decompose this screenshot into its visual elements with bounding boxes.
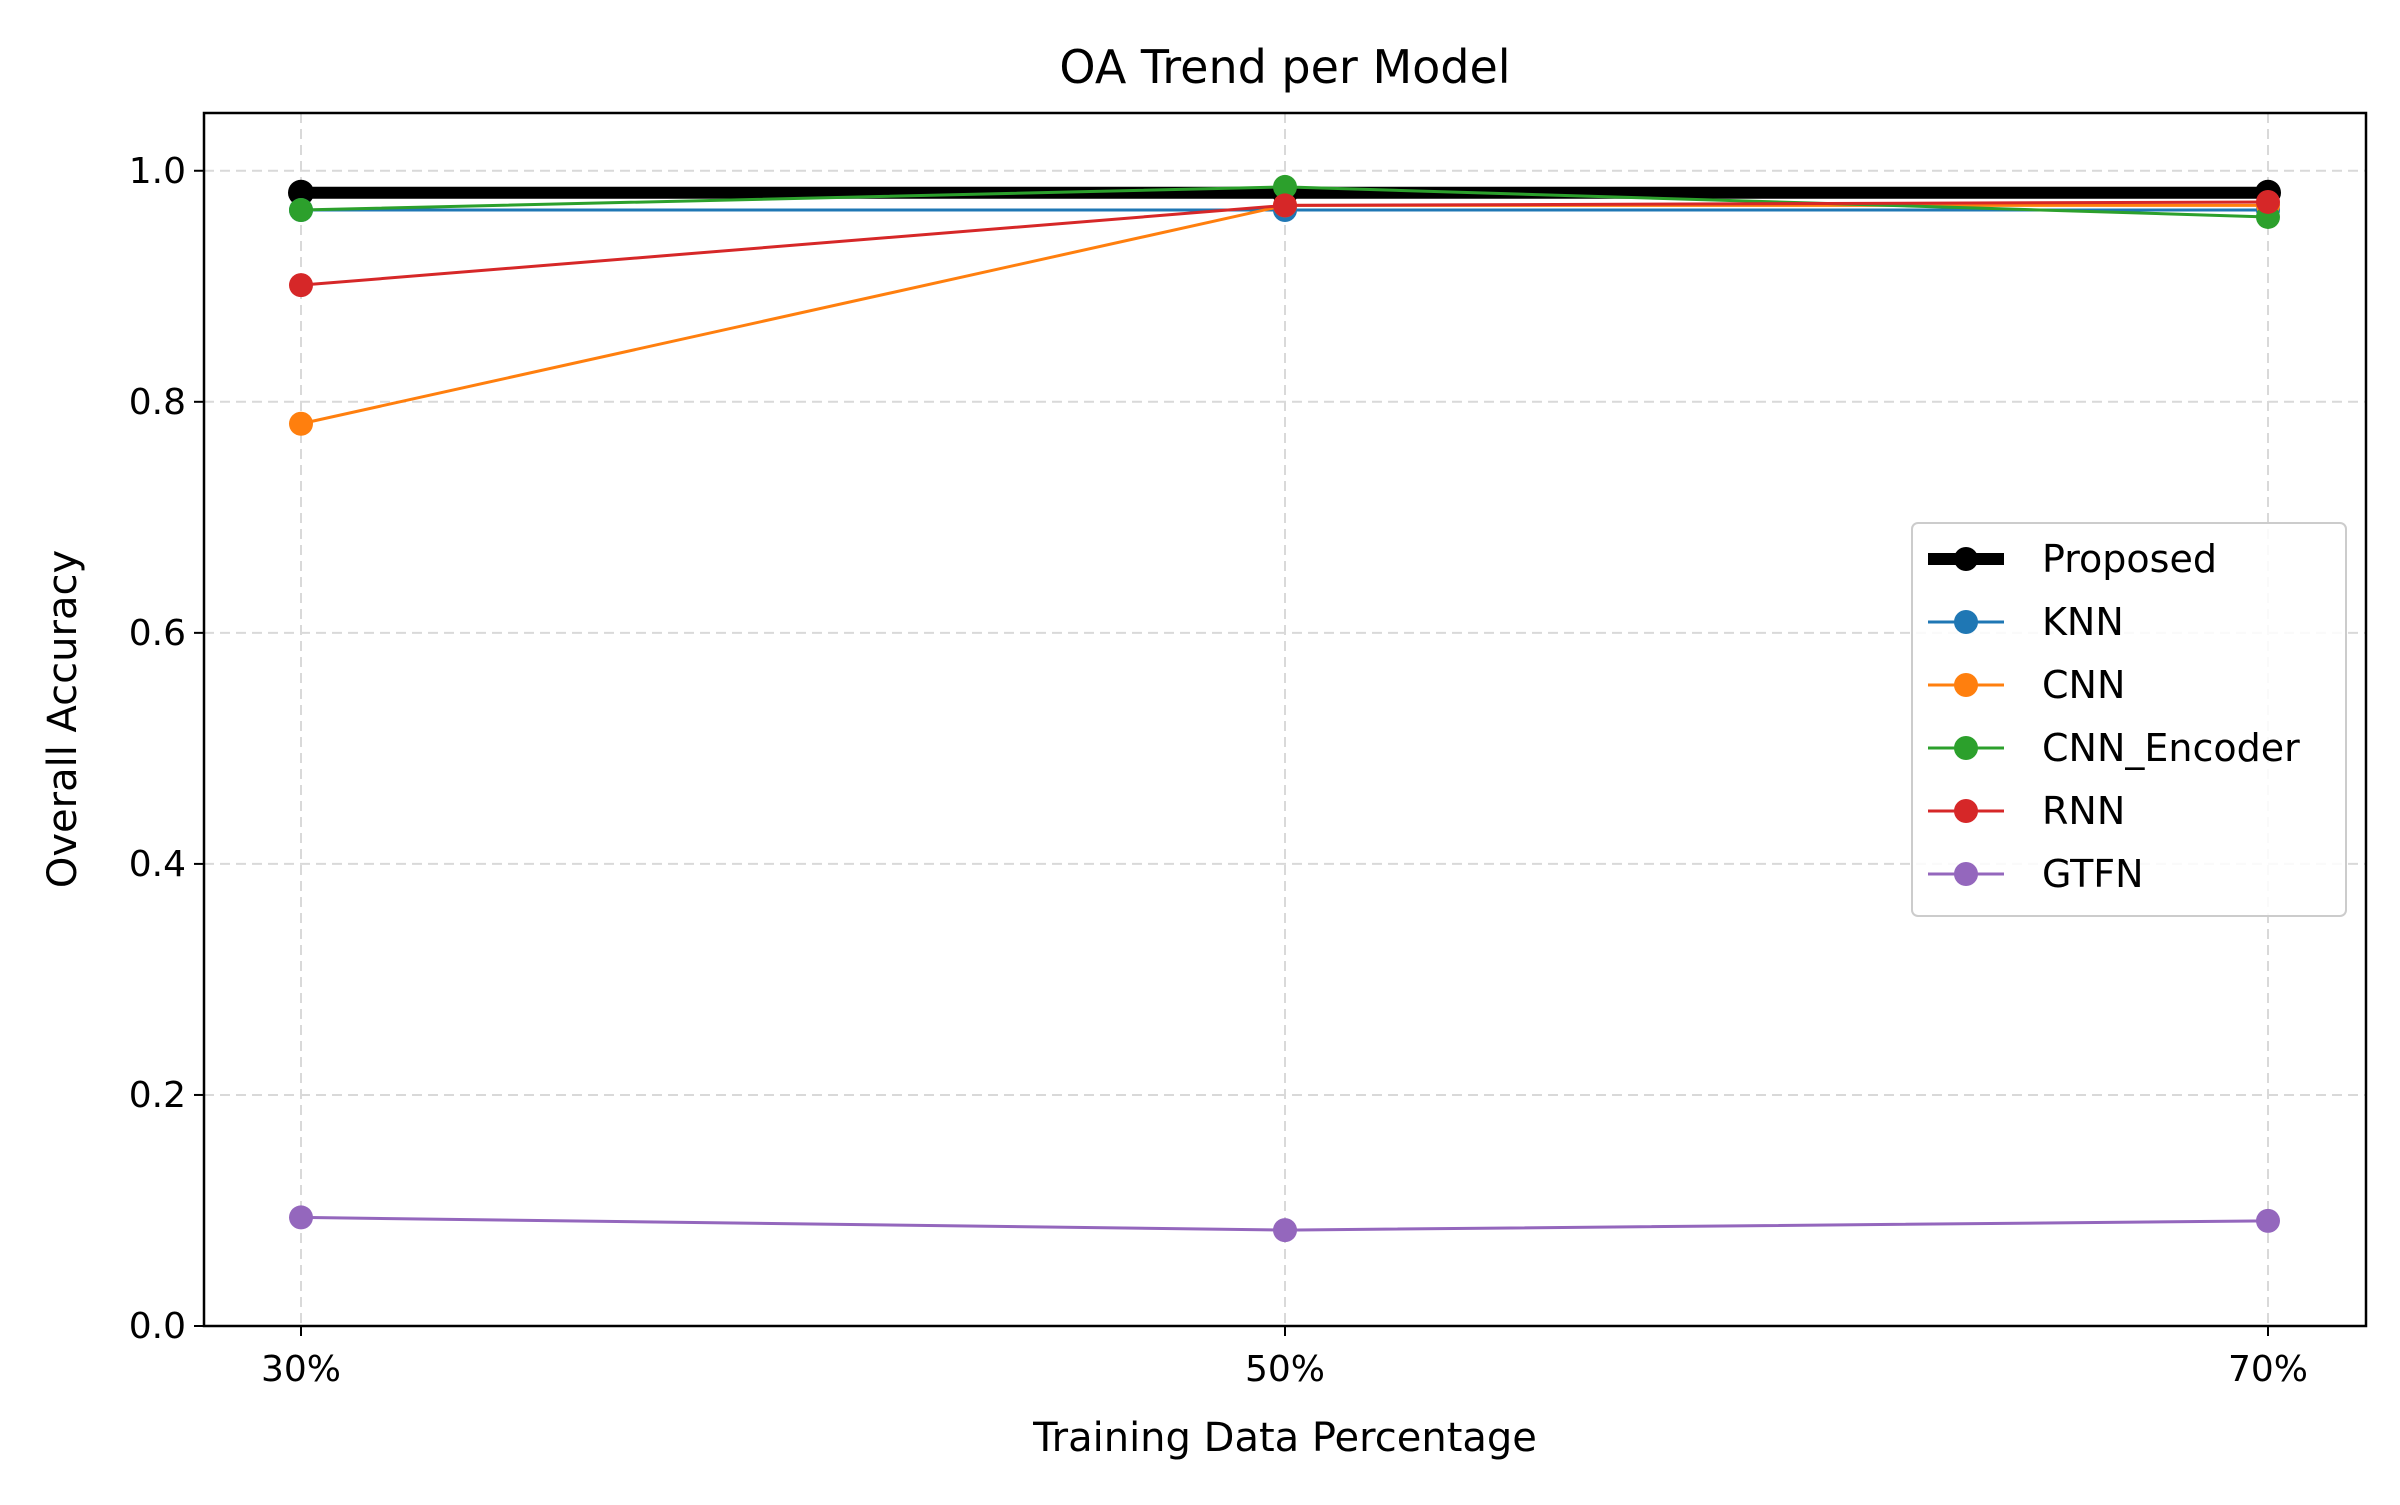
y-axis-label: Overall Accuracy: [40, 550, 86, 888]
legend: Proposed KNN CNN CNN_Encoder RNN GTFN: [1911, 522, 2347, 917]
x-tick-label: 50%: [1245, 1349, 1325, 1390]
series-layer: [288, 174, 2281, 1243]
legend-entry: KNN: [1928, 600, 2124, 644]
series-cnn_encoder: [289, 174, 2280, 229]
series-rnn: [289, 189, 2280, 298]
data-point: [1273, 193, 1297, 218]
legend-entry: GTFN: [1928, 852, 2144, 896]
legend-swatch-marker: [1954, 673, 1978, 697]
x-tick-label: 70%: [2228, 1349, 2308, 1390]
y-tick-label: 0.6: [129, 613, 186, 654]
y-tick-label: 1.0: [129, 151, 186, 192]
data-point: [289, 198, 313, 223]
data-point: [289, 273, 313, 298]
y-tick-label: 0.4: [129, 844, 186, 885]
legend-entry: CNN: [1928, 663, 2125, 707]
data-point: [1273, 1218, 1297, 1243]
data-point: [2256, 189, 2280, 214]
legend-box: [1911, 522, 2347, 917]
legend-swatch-marker: [1954, 610, 1978, 634]
legend-label: GTFN: [2042, 852, 2144, 896]
legend-entry: Proposed: [1928, 537, 2217, 581]
legend-label: CNN_Encoder: [2042, 726, 2300, 770]
legend-label: RNN: [2042, 789, 2125, 833]
axis-ticks: 30% 50% 70% 0.0 0.2 0.4 0.6 0.8 1.0: [129, 151, 2308, 1390]
data-point: [289, 411, 313, 436]
legend-entry: CNN_Encoder: [1928, 726, 2300, 770]
legend-swatch-marker: [1954, 736, 1978, 760]
series-gtfn: [289, 1205, 2280, 1243]
legend-swatch-marker: [1954, 799, 1978, 823]
data-point: [289, 1205, 313, 1230]
y-tick-label: 0.2: [129, 1075, 186, 1116]
chart-title: OA Trend per Model: [1059, 40, 1510, 94]
legend-label: CNN: [2042, 663, 2125, 707]
x-tick-label: 30%: [261, 1349, 341, 1390]
data-point: [2256, 1208, 2280, 1233]
x-axis-label: Training Data Percentage: [1032, 1415, 1537, 1461]
legend-label: KNN: [2042, 600, 2124, 644]
y-tick-label: 0.8: [129, 382, 186, 423]
legend-entry: RNN: [1928, 789, 2125, 833]
legend-swatch-marker: [1954, 862, 1978, 886]
legend-label: Proposed: [2042, 537, 2217, 581]
legend-swatch-marker: [1954, 547, 1978, 571]
data-point: [1273, 174, 1297, 199]
y-tick-label: 0.0: [129, 1306, 186, 1347]
data-point: [288, 179, 314, 206]
